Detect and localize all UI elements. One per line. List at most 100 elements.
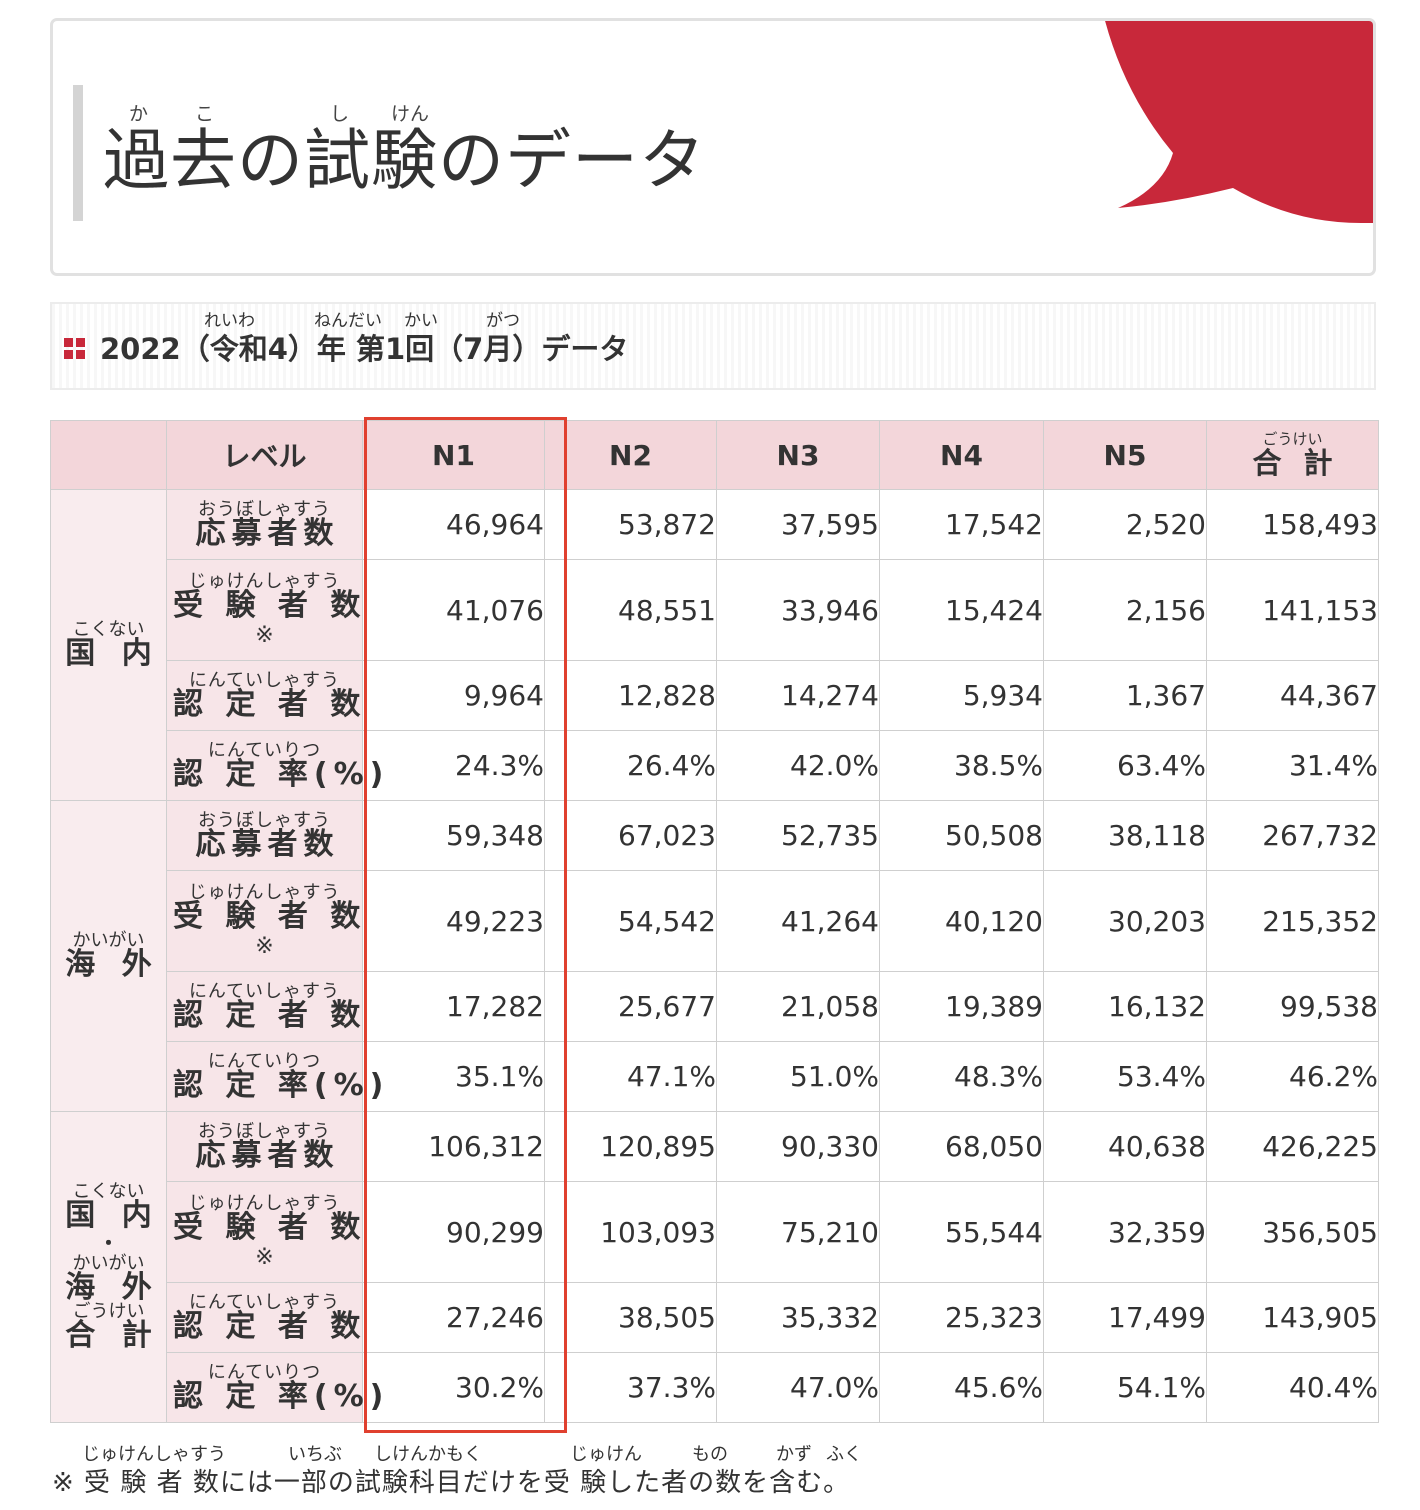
value-cell: 59,348 xyxy=(362,800,545,871)
value-cell: 50,508 xyxy=(879,800,1044,871)
value-cell: 38,505 xyxy=(544,1282,717,1353)
header-row: レベル N1 N2 N3 N4 N5 ごうけい 合 計 xyxy=(50,420,1379,490)
metric-label-cell: にんていしゃすう認 定 者 数 xyxy=(166,971,367,1042)
value-cell: 53.4% xyxy=(1043,1041,1207,1112)
value-cell: 30,203 xyxy=(1043,870,1207,972)
metric-ruby: にんていしゃすう xyxy=(188,1291,341,1313)
region-label: 海 外 xyxy=(65,947,160,982)
ruby-nendai: ねんだい xyxy=(314,311,382,331)
metric-label: 受 験 者 数 xyxy=(173,1210,367,1245)
ruby-ko: こ xyxy=(195,103,215,125)
ruby-gatsu: がつ xyxy=(486,311,520,331)
value-cell: 16,132 xyxy=(1043,971,1207,1042)
ruby-ken: けん xyxy=(391,103,430,125)
header-n1: N1 xyxy=(362,420,545,490)
section-title: 2022（令和4）年 第1回（7月）データ xyxy=(100,332,629,366)
region-cell: かいがい海 外 xyxy=(50,800,167,1112)
value-cell: 42.0% xyxy=(716,730,880,801)
value-cell: 37.3% xyxy=(544,1352,717,1423)
value-cell: 90,299 xyxy=(362,1181,545,1283)
ruby-ka: か xyxy=(129,103,149,125)
value-cell: 141,153 xyxy=(1206,559,1379,661)
value-cell: 38.5% xyxy=(879,730,1044,801)
value-cell: 30.2% xyxy=(362,1352,545,1423)
table-row: じゅけんしゃすう受 験 者 数 ※ 49,223 54,542 41,264 40,120… xyxy=(51,870,1379,972)
value-cell: 35.1% xyxy=(362,1041,545,1112)
value-cell: 47.1% xyxy=(544,1041,717,1112)
metric-label-cell: おうぼしゃすう 応募者数 xyxy=(166,489,363,560)
value-cell: 49,223 xyxy=(362,870,545,972)
ruby-ichibu: いちぶ xyxy=(288,1444,342,1465)
metric-ruby: おうぼしゃすう xyxy=(198,1120,331,1142)
value-cell: 158,493 xyxy=(1206,489,1379,560)
region-ruby: こくない xyxy=(72,619,145,640)
header-n5: N5 xyxy=(1043,420,1207,490)
value-cell: 27,246 xyxy=(362,1282,545,1353)
region-label: 国 内 xyxy=(65,636,160,671)
ruby-juken: じゅけん xyxy=(570,1444,642,1465)
metric-label-cell: じゅけんしゃすう受 験 者 数 ※ xyxy=(166,1181,367,1283)
metric-label-cell: にんていしゃすう認 定 者 数 xyxy=(166,660,367,731)
value-cell: 267,732 xyxy=(1206,800,1379,871)
value-cell: 90,330 xyxy=(716,1111,880,1182)
metric-label: 応募者数 xyxy=(195,826,340,862)
ruby-shi: し xyxy=(330,103,350,125)
value-cell: 24.3% xyxy=(362,730,545,801)
grid-bullet-icon xyxy=(64,338,86,360)
value-cell: 106,312 xyxy=(362,1111,545,1182)
metric-label: 認 定 者 数 xyxy=(173,997,367,1033)
value-cell: 356,505 xyxy=(1206,1181,1379,1283)
metric-ruby: にんていりつ xyxy=(207,739,322,761)
value-cell: 19,389 xyxy=(879,971,1044,1042)
metric-ruby: じゅけんしゃすう xyxy=(188,571,341,592)
region-label: 合 計 xyxy=(65,1318,160,1353)
region-separator: ・ xyxy=(98,1231,119,1255)
value-cell: 48.3% xyxy=(879,1041,1044,1112)
value-cell: 15,424 xyxy=(879,559,1044,661)
metric-label-cell: にんていりつ認 定 率(%) xyxy=(166,730,383,801)
ruby-jukensha: じゅけんしゃすう xyxy=(82,1444,226,1465)
metric-label-cell: にんていしゃすう認 定 者 数 xyxy=(166,1282,363,1353)
ruby-mono: もの xyxy=(692,1444,728,1465)
ruby-shikenkamoku: しけんかもく xyxy=(374,1444,482,1465)
metric-ruby: にんていりつ xyxy=(207,1361,322,1383)
table-row: こくない国 内・かいがい海 外ごうけい合 計 おうぼしゃすう 応募者数 106,312… xyxy=(50,1111,1379,1423)
banner-title-block: か こ し けん 過去の試験のデータ xyxy=(103,99,706,199)
value-cell: 46,964 xyxy=(362,489,545,560)
speech-bubble-icon xyxy=(1105,21,1373,223)
value-cell: 103,093 xyxy=(544,1181,717,1283)
value-cell: 17,499 xyxy=(1043,1282,1207,1353)
value-cell: 21,058 xyxy=(716,971,880,1042)
total-label: 合 計 xyxy=(1252,446,1339,480)
value-cell: 33,946 xyxy=(716,559,880,661)
value-cell: 45.6% xyxy=(879,1352,1044,1423)
header-n2: N2 xyxy=(544,420,717,490)
table-row: にんていりつ認 定 率(%) 24.3% 26.4% 42.0% 38.5% 63.4% 3… xyxy=(51,730,1379,801)
value-cell: 9,964 xyxy=(362,660,545,731)
value-cell: 75,210 xyxy=(716,1181,880,1283)
ruby-kazu: かず xyxy=(776,1444,812,1465)
page-banner: か こ し けん 過去の試験のデータ xyxy=(50,18,1376,276)
value-cell: 32,359 xyxy=(1043,1181,1207,1283)
value-cell: 99,538 xyxy=(1206,971,1379,1042)
value-cell: 44,367 xyxy=(1206,660,1379,731)
footnote: じゅけんしゃすう いちぶ しけんかもく じゅけん もの かず ふく ※ 受 験 … xyxy=(52,1440,862,1499)
metric-ruby: にんていしゃすう xyxy=(188,669,341,691)
metric-label: 認 定 者 数 xyxy=(173,686,367,722)
metric-ruby: おうぼしゃすう xyxy=(198,498,331,520)
value-cell: 67,023 xyxy=(544,800,717,871)
value-cell: 38,118 xyxy=(1043,800,1207,871)
ruby-reiwa: れいわ xyxy=(204,311,255,331)
region-label: 海 外 xyxy=(65,1270,160,1305)
region-ruby: かいがい xyxy=(72,1253,145,1274)
value-cell: 48,551 xyxy=(544,559,717,661)
metric-ruby: じゅけんしゃすう xyxy=(188,882,341,903)
value-cell: 40,638 xyxy=(1043,1111,1207,1182)
value-cell: 35,332 xyxy=(716,1282,880,1353)
table-row: じゅけんしゃすう受 験 者 数 ※ 90,299 103,093 75,210 55,54… xyxy=(51,1181,1379,1283)
region-cell: こくない国 内・かいがい海 外ごうけい合 計 xyxy=(50,1111,167,1423)
note-mark: ※ xyxy=(255,934,274,959)
value-cell: 25,323 xyxy=(879,1282,1044,1353)
metric-label: 認 定 率(%) xyxy=(173,1378,390,1414)
metric-label: 応募者数 xyxy=(195,1137,340,1173)
